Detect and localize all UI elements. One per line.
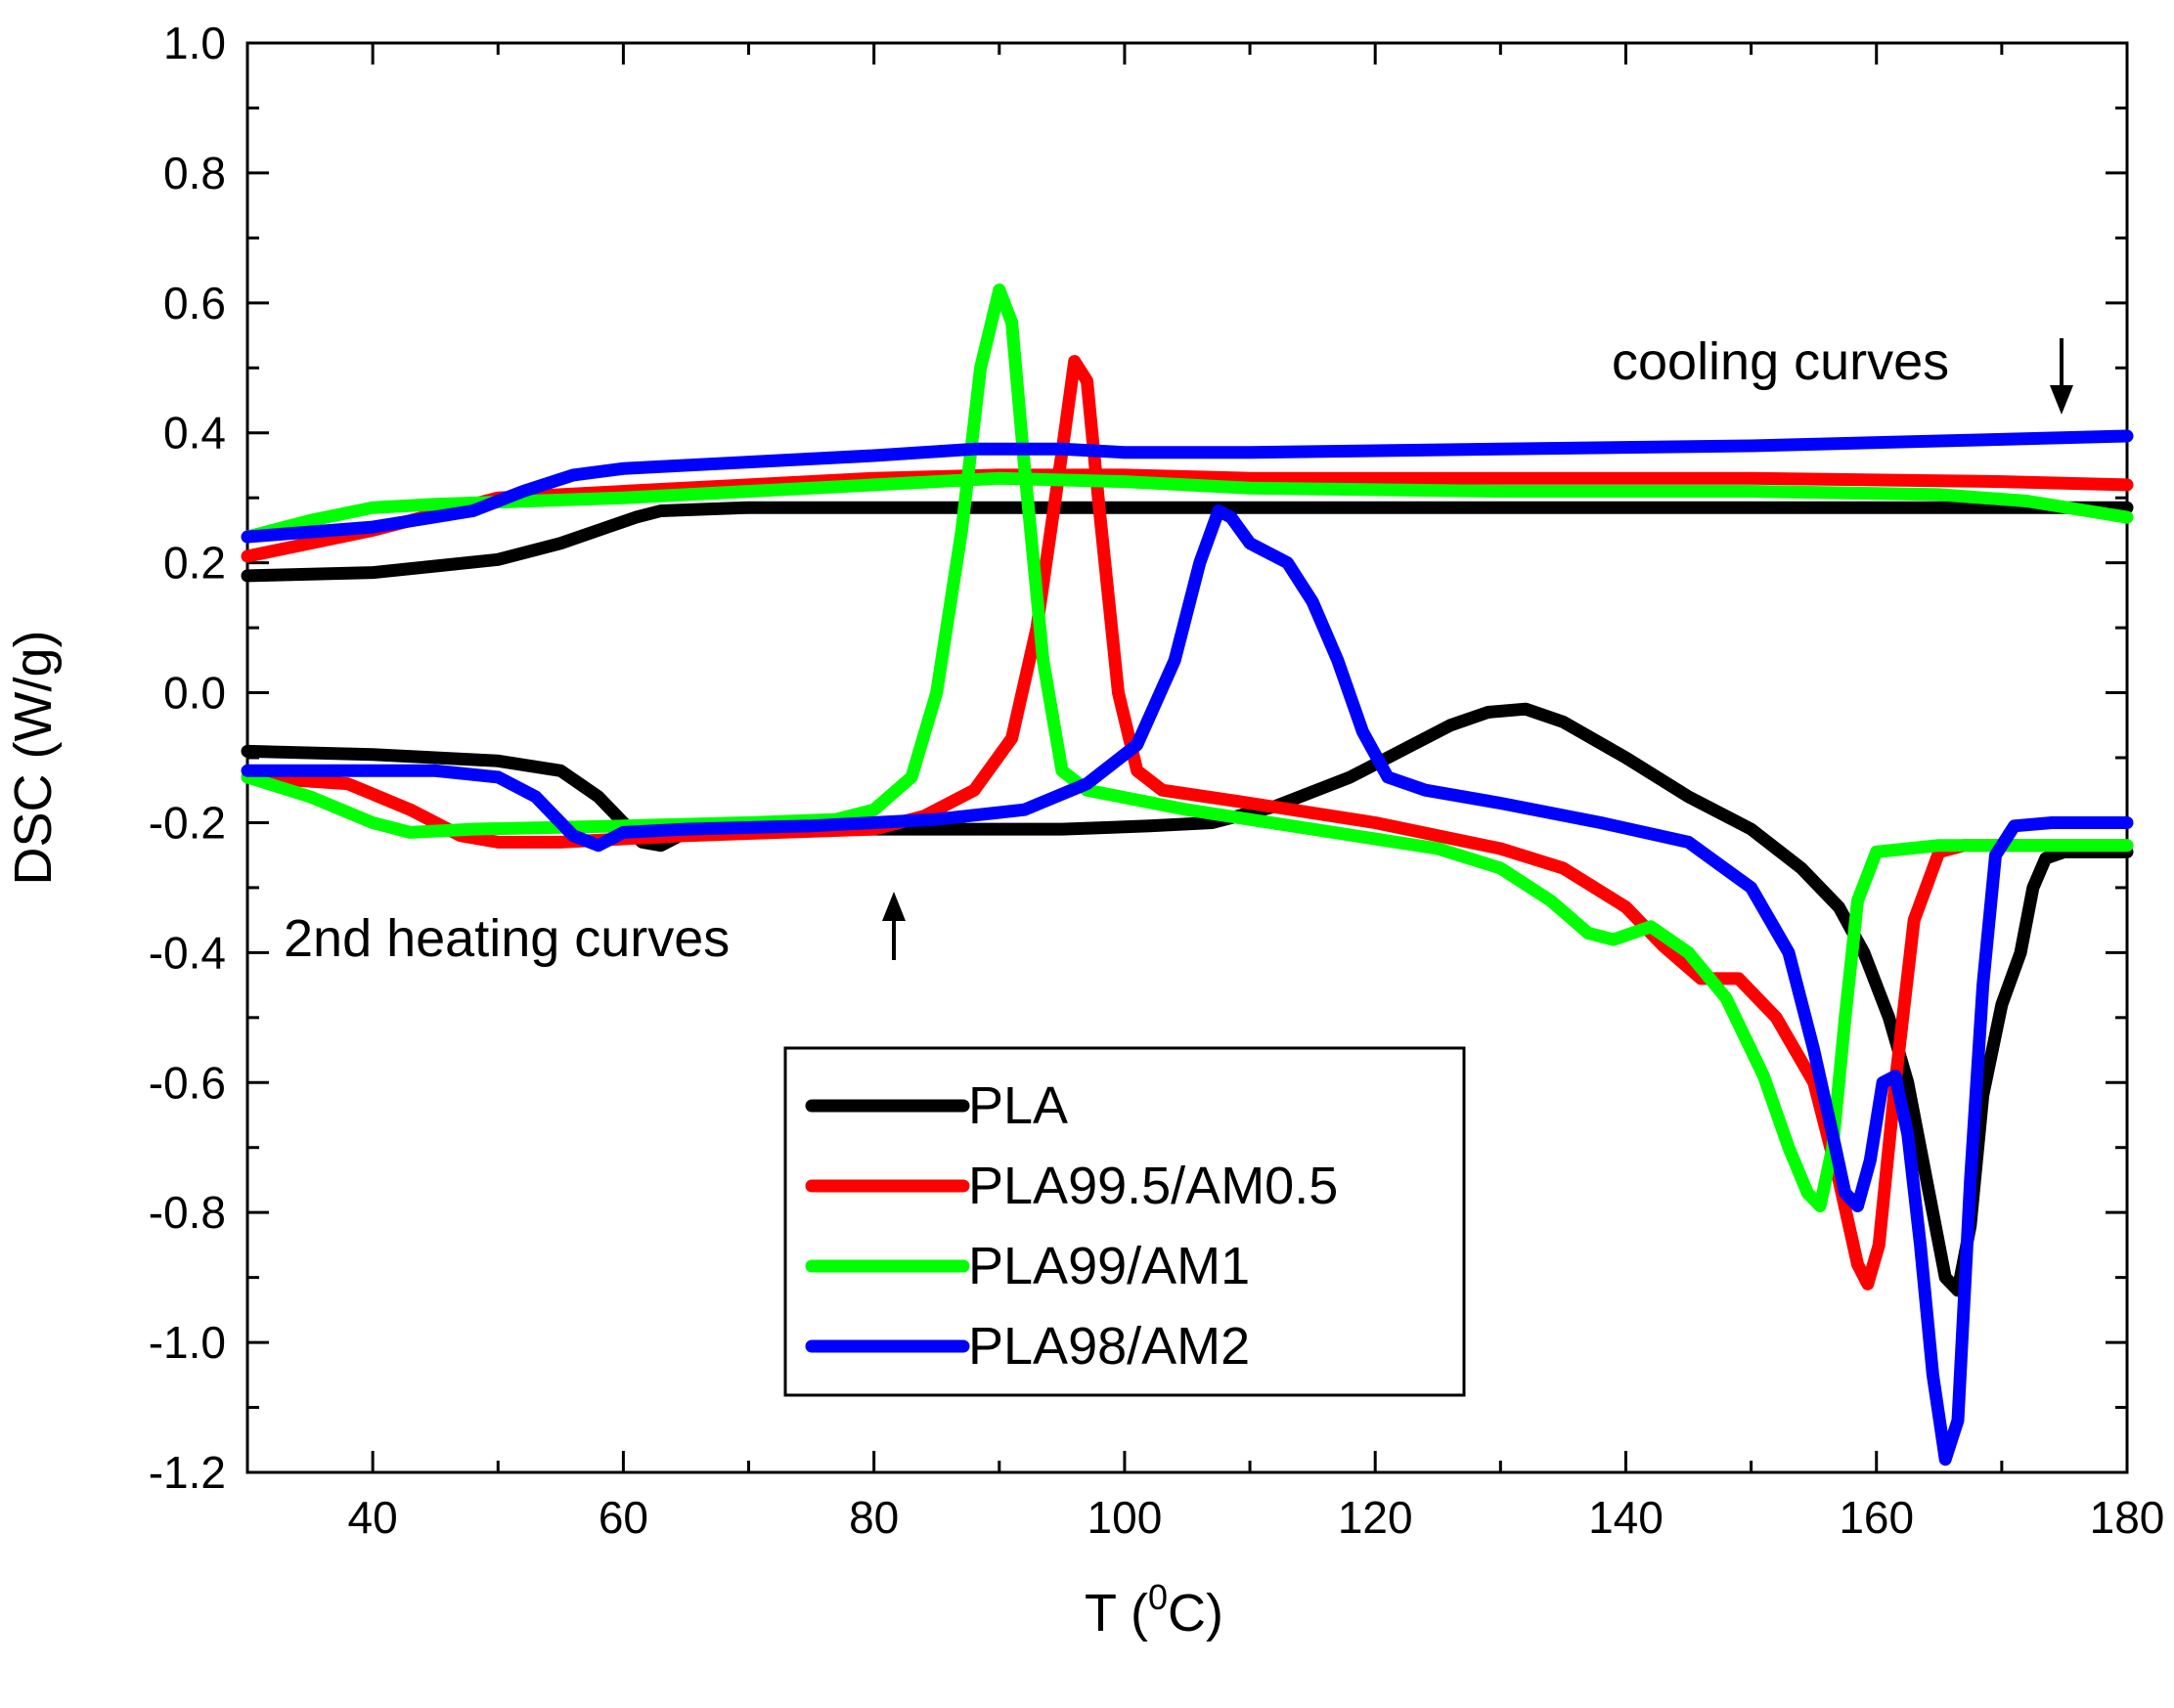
legend-label: PLA98/AM2 [968,1317,1250,1376]
y-tick-label: 0.6 [163,278,226,328]
y-axis-label: DSC (W/g) [4,631,63,886]
axis-tick-labels: 40 60 80 100 120 140 160 180 -1.2 -1.0 -0.8 -0.6 -0.… [149,18,2165,1543]
legend-label: PLA [968,1076,1068,1135]
y-tick-label: -0.6 [149,1057,226,1108]
series-1-cooling-line [241,501,2134,583]
y-tick-label: 0.8 [163,148,226,198]
x-tick-label: 60 [599,1492,648,1543]
x-tick-label: 180 [2090,1492,2165,1543]
y-tick-label: -1.0 [149,1317,226,1368]
y-tick-label: 0.2 [163,538,226,589]
series-4-heating-line [241,504,2134,1467]
cooling-arrowhead [2050,385,2073,415]
x-tick-label: 140 [1588,1492,1664,1543]
cooling-annotation: cooling curves [1612,332,2073,415]
axis-ticks [245,41,2129,1474]
legend: PLA PLA99.5/AM0.5 PLA99/AM1 PLA98/AM2 [783,1046,1466,1397]
y-tick-label: 0.0 [163,668,226,719]
x-tick-label: 120 [1338,1492,1413,1543]
y-tick-label: 1.0 [163,18,226,68]
y-tick-label: -0.4 [149,927,226,978]
legend-label: PLA99/AM1 [968,1237,1250,1295]
cooling-annotation-text: cooling curves [1612,332,1949,391]
x-tick-label: 40 [348,1492,398,1543]
x-tick-label: 160 [1839,1492,1914,1543]
y-tick-label: -0.2 [149,797,226,848]
y-tick-label: 0.4 [163,408,226,459]
legend-label: PLA99.5/AM0.5 [968,1157,1338,1215]
y-tick-label: -1.2 [149,1447,226,1498]
x-tick-label: 80 [849,1492,899,1543]
heating-annotation: 2nd heating curves [284,892,906,968]
series-lines [241,284,2134,1467]
heating-annotation-text: 2nd heating curves [284,909,730,968]
heating-arrowhead [882,892,906,921]
series-4-cooling-line [241,429,2134,544]
series-3-cooling-line [241,471,2134,544]
y-tick-label: -0.8 [149,1187,226,1238]
x-tick-label: 100 [1087,1492,1163,1543]
x-axis-label: T (0C) [1085,1577,1223,1642]
